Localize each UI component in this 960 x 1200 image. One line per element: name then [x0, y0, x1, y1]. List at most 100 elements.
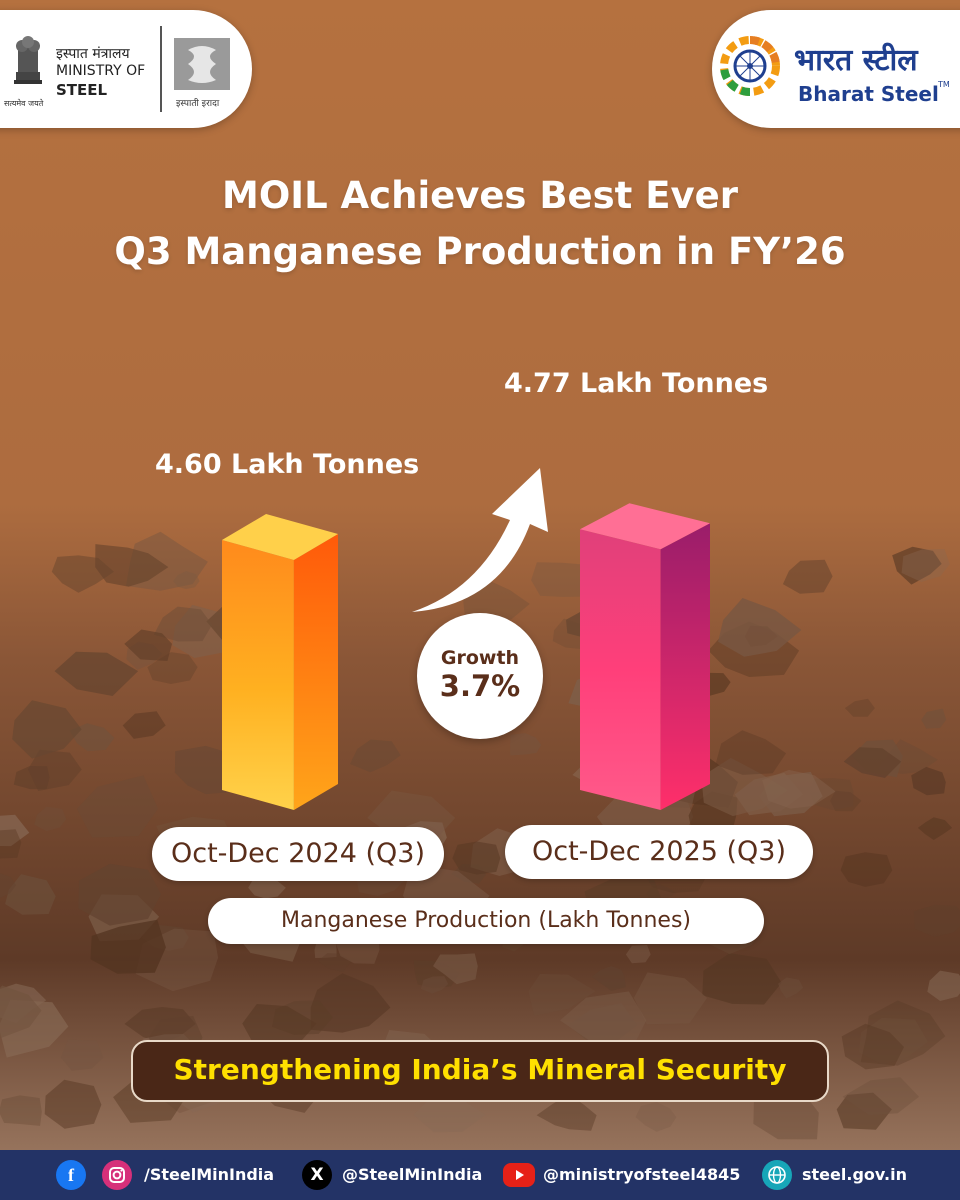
x-icon[interactable]: X	[302, 1160, 332, 1190]
rock	[635, 1102, 677, 1132]
bar-2025-side	[660, 523, 710, 810]
headline: MOIL Achieves Best Ever Q3 Manganese Pro…	[0, 168, 960, 280]
rock	[76, 775, 159, 838]
bharat-steel-gear-icon	[720, 36, 780, 96]
rock	[633, 972, 708, 1025]
rock	[860, 1000, 946, 1066]
rock	[911, 766, 946, 796]
rock	[701, 757, 788, 817]
rock	[560, 991, 647, 1052]
rock	[841, 1023, 904, 1070]
rock	[715, 730, 787, 775]
growth-arrow	[412, 468, 548, 612]
rock	[452, 841, 501, 875]
rock	[0, 873, 17, 898]
social-handle-youtube[interactable]: @ministryofsteel4845	[543, 1165, 741, 1184]
rock	[124, 629, 172, 661]
rock	[0, 1095, 42, 1126]
rock	[350, 739, 401, 773]
rock	[122, 711, 166, 739]
rock	[0, 829, 22, 859]
rock	[44, 1079, 102, 1129]
bar-2024	[222, 514, 338, 810]
rock	[13, 766, 50, 790]
rock	[718, 598, 802, 657]
social-handle-fb-ig[interactable]: /SteelMinIndia	[144, 1165, 275, 1184]
ministry-hindi: इस्पात मंत्रालय	[56, 46, 130, 62]
bharat-steel-hindi: भारत स्टील	[794, 43, 918, 78]
rock	[153, 606, 213, 642]
iron-logo-caption: इस्पाती इरादा	[176, 99, 220, 109]
rock	[591, 966, 626, 991]
x-axis-label: Manganese Production (Lakh Tonnes)	[208, 898, 764, 944]
rock	[12, 700, 82, 759]
ministry-logo-card: सत्यमेव जयते इस्पात मंत्रालय MINISTRY OF…	[0, 10, 252, 128]
national-emblem-icon	[14, 36, 42, 84]
rock	[528, 973, 596, 1016]
rock	[858, 1017, 928, 1065]
rock	[759, 771, 823, 817]
rock	[843, 747, 902, 778]
rock	[433, 953, 478, 985]
emblem-motto: सत्यमेव जयते	[4, 99, 44, 108]
trademark: TM	[938, 80, 950, 89]
bar-2024-front	[222, 540, 294, 810]
rock	[901, 549, 950, 582]
growth-badge: Growth 3.7%	[417, 613, 543, 739]
rock	[310, 973, 391, 1033]
rock	[531, 562, 586, 597]
bar-2025-top	[580, 503, 710, 550]
iron-resolve-logo-icon	[174, 38, 230, 90]
ministry-line2: STEEL	[56, 81, 108, 99]
instagram-icon[interactable]	[102, 1160, 132, 1190]
facebook-icon[interactable]: f	[56, 1160, 86, 1190]
security-banner: Strengthening India’s Mineral Security	[131, 1040, 829, 1102]
rock	[174, 745, 234, 795]
rock	[78, 863, 161, 926]
rock	[762, 769, 836, 809]
rock	[927, 970, 960, 1001]
social-handle-x[interactable]: @SteelMinIndia	[342, 1165, 483, 1184]
bar-2025	[580, 503, 710, 810]
rock	[60, 1039, 104, 1071]
ministry-line1: MINISTRY OF	[56, 63, 146, 79]
rock	[0, 985, 42, 1038]
rock	[248, 878, 286, 899]
website-link[interactable]: steel.gov.in	[802, 1165, 907, 1184]
rock	[840, 852, 893, 887]
globe-icon[interactable]	[762, 1160, 792, 1190]
rock	[913, 904, 960, 937]
rock	[5, 874, 56, 915]
rock	[173, 571, 200, 590]
rock	[90, 919, 166, 974]
rock	[420, 976, 449, 994]
rock	[917, 817, 953, 840]
category-label-2024: Oct-Dec 2024 (Q3)	[152, 827, 444, 881]
headline-line1: MOIL Achieves Best Ever	[222, 174, 738, 217]
category-label-2025: Oct-Dec 2025 (Q3)	[505, 825, 813, 879]
rock	[318, 953, 352, 972]
rock	[702, 953, 782, 1005]
rock	[830, 790, 862, 812]
rock	[54, 651, 139, 696]
rock	[536, 1094, 597, 1131]
social-footer: f /SteelMinIndia X @SteelMinIndia @minis…	[0, 1150, 960, 1200]
rock	[836, 1092, 892, 1130]
bharat-steel-logo-card: भारत स्टील Bharat Steel TM	[712, 10, 960, 128]
bharat-steel-en: Bharat Steel	[798, 82, 939, 106]
rock	[782, 559, 833, 594]
rock	[34, 806, 67, 832]
rock	[27, 749, 82, 791]
growth-label: Growth	[440, 647, 520, 669]
bar-2025-front	[580, 529, 661, 810]
bar-value-label-2025: 4.77 Lakh Tonnes	[504, 368, 769, 399]
rock	[921, 708, 947, 729]
rock	[625, 945, 651, 964]
rock	[842, 1077, 919, 1115]
bar-2024-side	[293, 534, 338, 810]
rock	[510, 733, 542, 756]
logo-divider	[160, 26, 162, 112]
youtube-icon[interactable]	[503, 1163, 535, 1187]
headline-line2: Q3 Manganese Production in FY’26	[114, 230, 846, 273]
